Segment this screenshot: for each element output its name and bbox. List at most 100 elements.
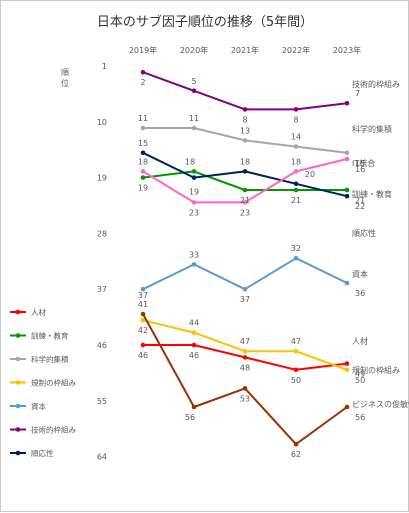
y-axis-label-char: 順 bbox=[61, 68, 69, 77]
series-point bbox=[242, 355, 248, 360]
data-label: 15 bbox=[138, 139, 148, 148]
series-point bbox=[242, 169, 248, 174]
series-point bbox=[191, 404, 197, 410]
data-label: 8 bbox=[293, 115, 298, 124]
data-label: 47 bbox=[240, 337, 250, 346]
legend-swatch-marker bbox=[15, 356, 21, 362]
data-label: 50 bbox=[291, 376, 301, 385]
series-point bbox=[140, 342, 146, 348]
data-label: 44 bbox=[189, 319, 199, 328]
data-label: 48 bbox=[240, 363, 250, 372]
series-point bbox=[344, 193, 350, 199]
data-label: 53 bbox=[240, 394, 250, 403]
legend-label: 訓練・教育 bbox=[31, 331, 69, 341]
x-tick-label: 2019年 bbox=[129, 45, 157, 55]
chart-title: 日本のサブ因子順位の推移（5年間） bbox=[97, 14, 313, 30]
data-label: 14 bbox=[291, 133, 301, 142]
data-label: 56 bbox=[355, 413, 365, 422]
data-label: 49 bbox=[355, 370, 365, 379]
legend-item: 訓練・教育 bbox=[10, 331, 69, 341]
series-point bbox=[293, 107, 299, 112]
series-point bbox=[293, 144, 299, 149]
data-label: 13 bbox=[240, 126, 250, 135]
series-point bbox=[344, 280, 350, 286]
legend-label: 技術的枠組み bbox=[31, 425, 76, 435]
data-label: 46 bbox=[189, 351, 199, 360]
data-label: 18 bbox=[185, 157, 195, 166]
data-label: 36 bbox=[355, 289, 365, 298]
legend-swatch-marker bbox=[15, 309, 21, 315]
legend-item: 人材 bbox=[10, 307, 46, 317]
series-point bbox=[191, 200, 197, 205]
y-tick-label: 1 bbox=[102, 62, 107, 71]
series-point bbox=[140, 69, 146, 75]
series-line-8 bbox=[142, 313, 348, 446]
legend-item: 技術的枠組み bbox=[10, 425, 76, 435]
legend-item: 資本 bbox=[10, 401, 46, 411]
data-label: 56 bbox=[185, 413, 195, 422]
data-label: 16 bbox=[355, 165, 365, 174]
y-tick-label: 37 bbox=[97, 285, 107, 294]
data-label: 23 bbox=[189, 208, 199, 217]
series-point bbox=[140, 125, 146, 131]
legend-label: 規制の枠組み bbox=[31, 378, 76, 388]
series-point bbox=[293, 255, 299, 261]
series-point bbox=[242, 107, 248, 112]
data-label: 22 bbox=[355, 202, 365, 211]
y-tick-label: 10 bbox=[97, 118, 107, 127]
series-point bbox=[344, 367, 350, 373]
series-end-label: 資本 bbox=[352, 269, 368, 279]
legend-swatch-marker bbox=[15, 403, 21, 409]
series-point bbox=[344, 361, 350, 366]
series-point bbox=[191, 330, 197, 335]
series-end-label: 規制の枠組み bbox=[352, 365, 400, 375]
series-point bbox=[140, 169, 146, 174]
y-tick-label: 46 bbox=[97, 341, 107, 350]
series-line-1 bbox=[142, 170, 347, 191]
series-point bbox=[293, 187, 299, 193]
series-point bbox=[293, 441, 299, 447]
series-point bbox=[140, 311, 146, 317]
data-label: 19 bbox=[189, 188, 199, 197]
series-end-label: 人材 bbox=[352, 336, 368, 346]
series-point bbox=[344, 156, 350, 162]
series-point bbox=[344, 100, 350, 106]
series-point bbox=[191, 262, 197, 267]
series-point bbox=[242, 200, 248, 205]
legend-swatch-marker bbox=[15, 427, 21, 432]
series-lines bbox=[140, 69, 350, 447]
legend-swatch-marker bbox=[15, 450, 21, 456]
data-label: 37 bbox=[240, 295, 250, 304]
data-label: 8 bbox=[242, 115, 247, 124]
x-tick-label: 2021年 bbox=[231, 45, 259, 55]
data-label: 42 bbox=[138, 326, 148, 335]
data-label: 18 bbox=[240, 157, 250, 166]
series-point bbox=[344, 404, 350, 410]
series-point bbox=[242, 187, 248, 193]
series-point bbox=[191, 342, 197, 348]
series-end-label: 順応性 bbox=[352, 228, 376, 238]
legend-item: 順応性 bbox=[10, 448, 54, 458]
series-point bbox=[140, 286, 146, 292]
legend-swatch-marker bbox=[15, 380, 21, 385]
series-point bbox=[191, 125, 197, 131]
series-point bbox=[242, 286, 248, 292]
data-label: 19 bbox=[138, 184, 148, 193]
data-label: 33 bbox=[189, 250, 199, 259]
legend-label: 順応性 bbox=[31, 448, 54, 458]
y-tick-label: 55 bbox=[97, 397, 107, 406]
series-point bbox=[191, 88, 197, 94]
series-point bbox=[140, 150, 146, 156]
legend-label: 人材 bbox=[31, 307, 46, 317]
x-tick-label: 2022年 bbox=[282, 45, 310, 55]
y-axis-label: 順位 bbox=[61, 68, 69, 88]
data-label: 7 bbox=[355, 89, 360, 98]
series-end-label: 技術的枠組み bbox=[352, 79, 400, 89]
series-end-label: 訓練・教育 bbox=[352, 189, 392, 199]
y-tick-label: 19 bbox=[97, 174, 107, 183]
